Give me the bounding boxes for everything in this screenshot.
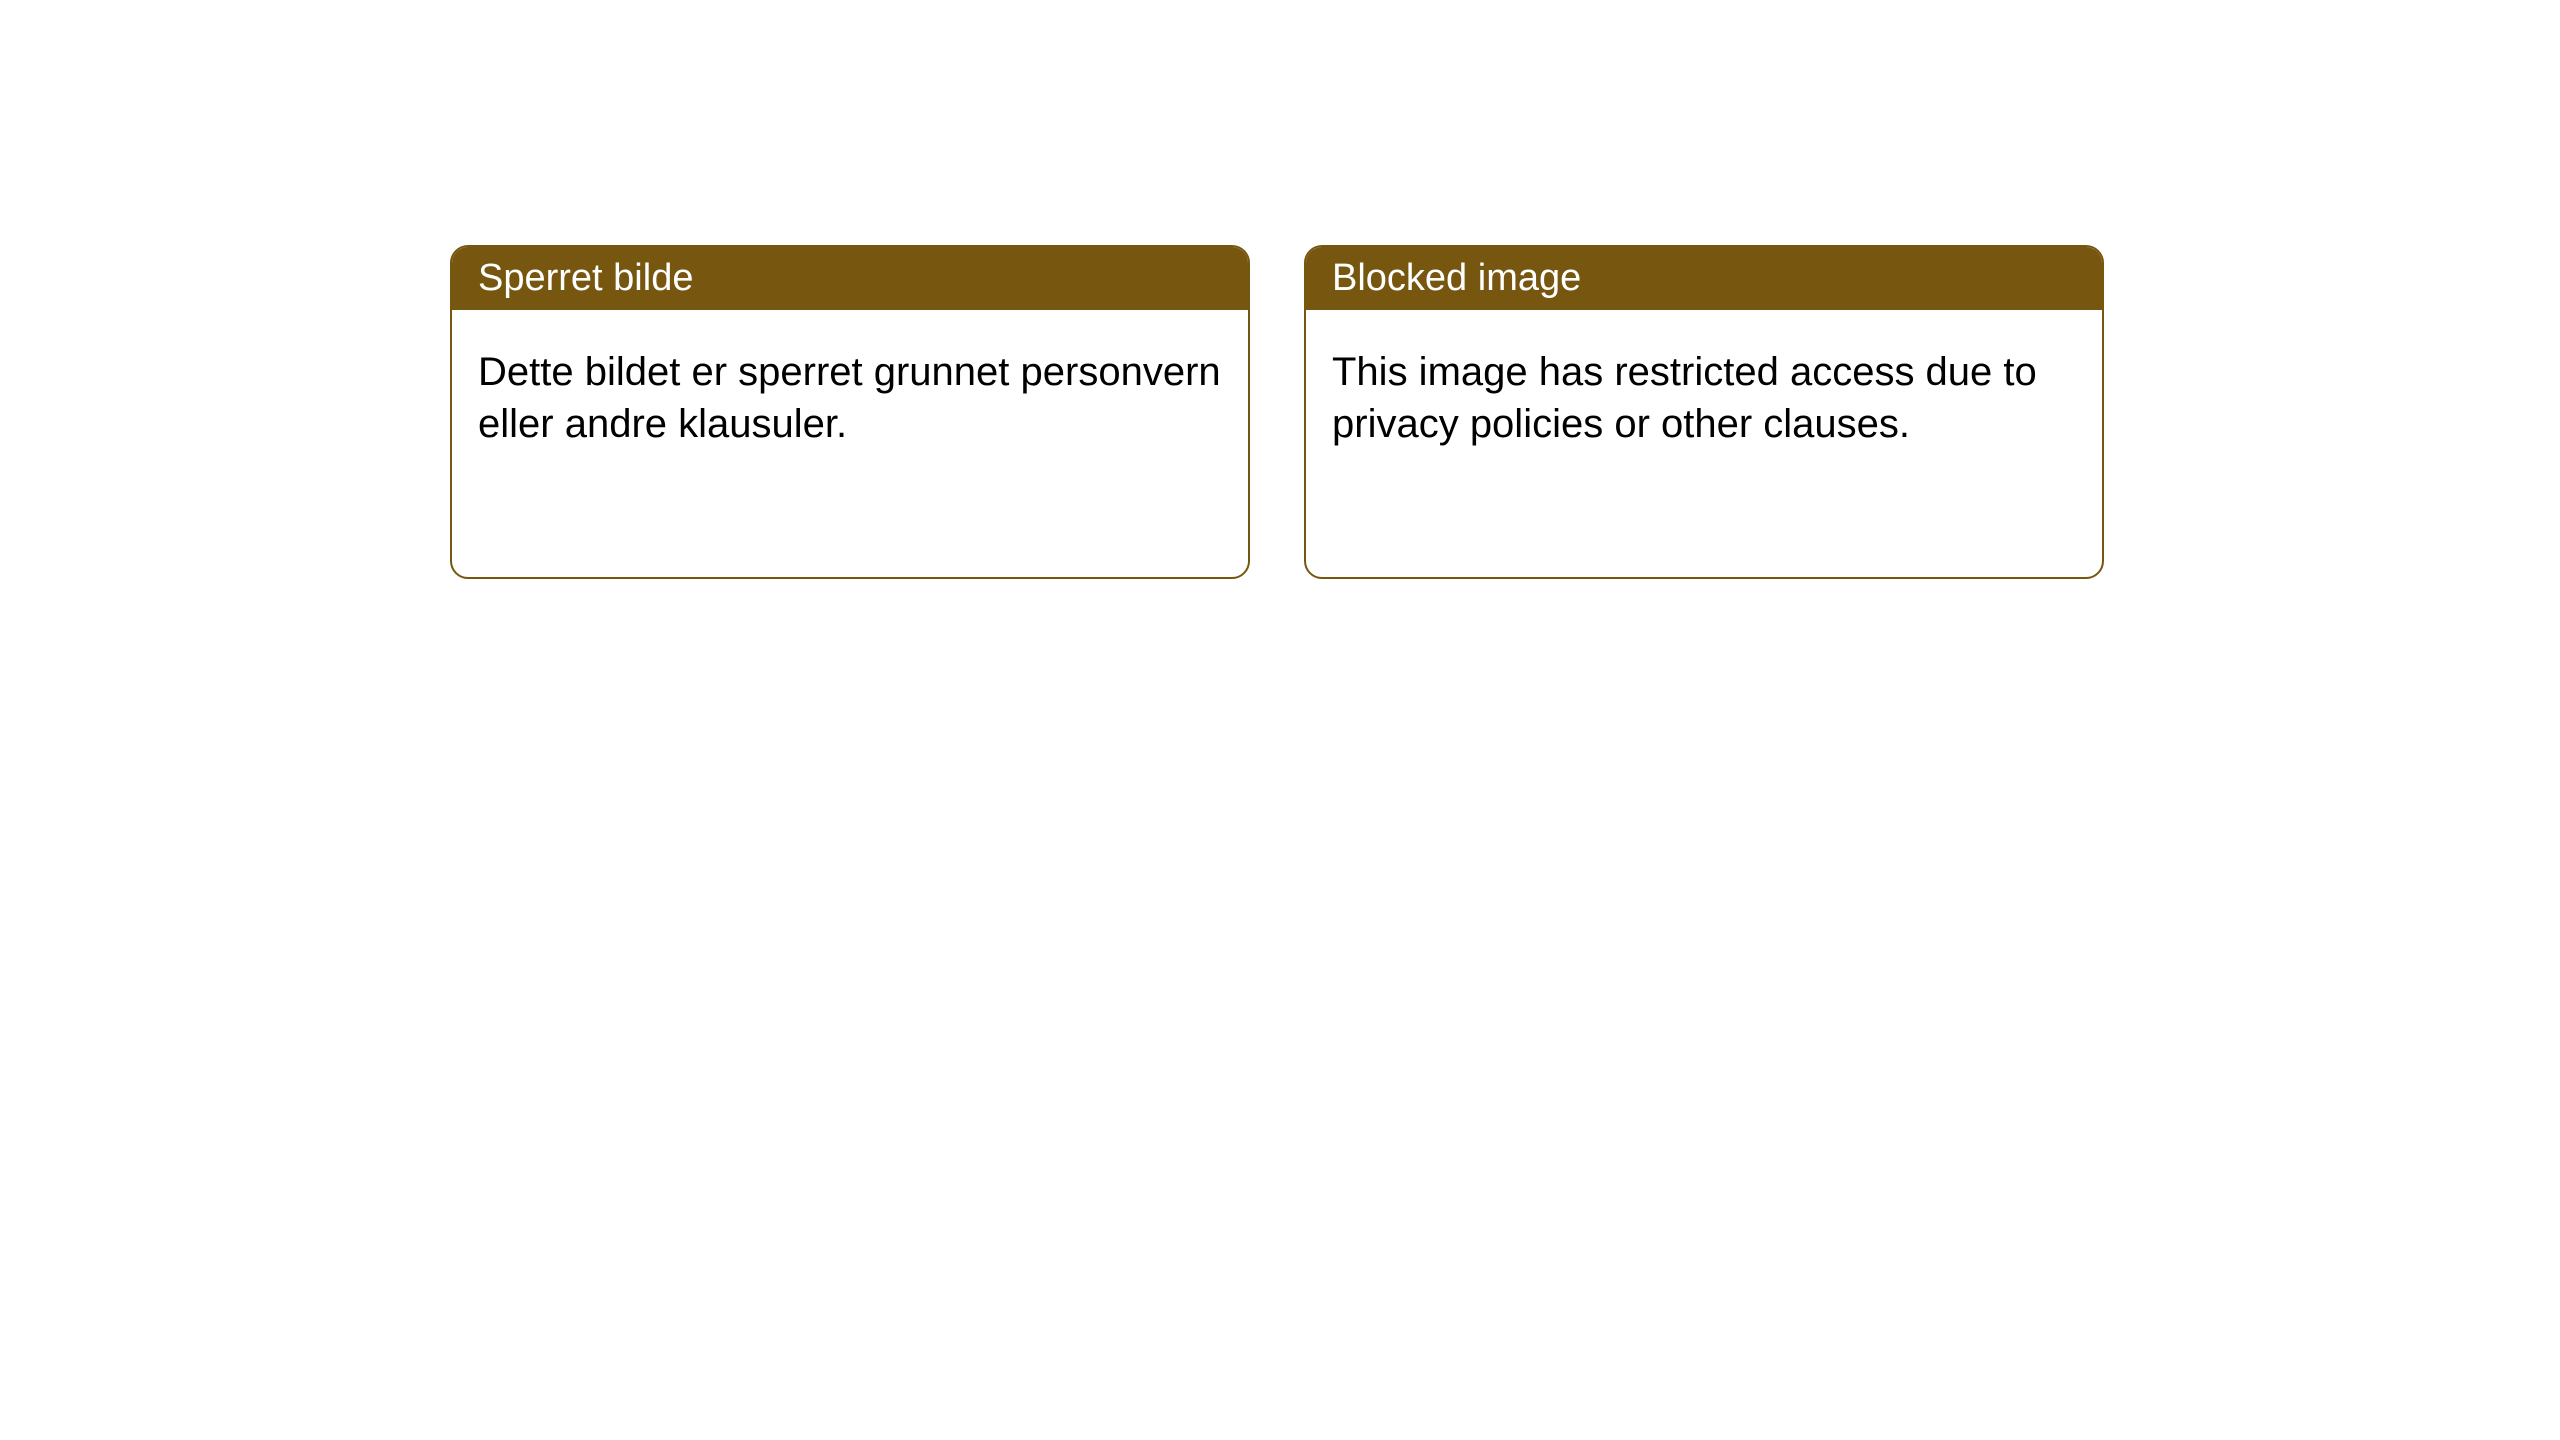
card-body-english: This image has restricted access due to …	[1306, 310, 2102, 486]
card-body-norwegian: Dette bildet er sperret grunnet personve…	[452, 310, 1248, 486]
card-text-english: This image has restricted access due to …	[1332, 350, 2037, 446]
card-header-norwegian: Sperret bilde	[452, 247, 1248, 310]
card-title-english: Blocked image	[1332, 257, 1581, 299]
notice-cards-container: Sperret bilde Dette bildet er sperret gr…	[450, 245, 2104, 579]
card-text-norwegian: Dette bildet er sperret grunnet personve…	[478, 350, 1221, 446]
card-header-english: Blocked image	[1306, 247, 2102, 310]
notice-card-norwegian: Sperret bilde Dette bildet er sperret gr…	[450, 245, 1250, 579]
notice-card-english: Blocked image This image has restricted …	[1304, 245, 2104, 579]
card-title-norwegian: Sperret bilde	[478, 257, 693, 299]
